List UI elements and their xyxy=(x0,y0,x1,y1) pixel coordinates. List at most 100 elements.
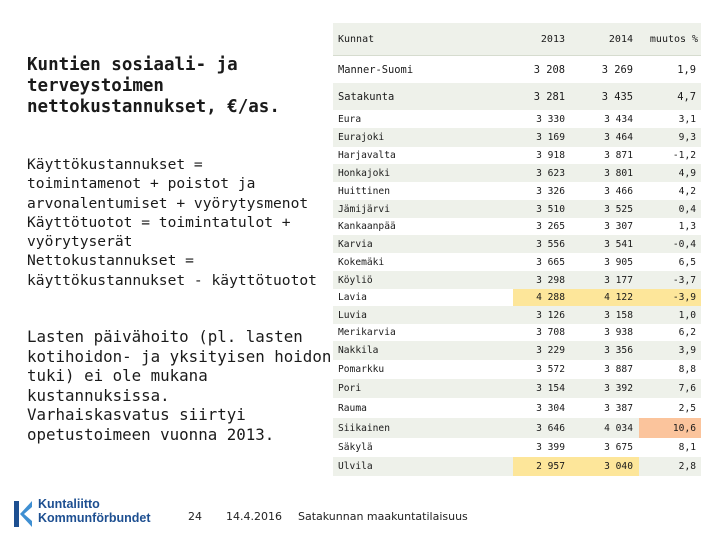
cell-municipality: Eurajoki xyxy=(338,132,385,143)
table-row: Kokemäki 3 665 3 905 6,5 xyxy=(333,253,701,271)
slide-title: Kuntien sosiaali- ja terveystoimen netto… xyxy=(27,55,327,118)
note-line: kotihoidon- ja yksityisen hoidon xyxy=(27,346,332,366)
cell-municipality: Pori xyxy=(338,383,362,394)
definition-line: toimintamenot + poistot ja xyxy=(27,175,256,193)
logo-line2: Kommunförbundet xyxy=(38,511,151,525)
kuntaliitto-logo: Kuntaliitto Kommunförbundet xyxy=(12,497,172,531)
cell-change: -3,7 xyxy=(672,274,696,286)
cell-2014: 3 675 xyxy=(604,442,633,453)
cell-2013: 3 399 xyxy=(536,442,565,453)
table-row: Siikainen 3 646 4 034 10,6 xyxy=(333,418,701,438)
cell-municipality: Säkylä xyxy=(338,442,373,453)
cell-2013: 3 229 xyxy=(536,345,565,356)
cell-2014: 3 356 xyxy=(604,345,633,356)
cell-municipality: Satakunta xyxy=(338,90,395,103)
cell-change: 6,5 xyxy=(678,256,696,268)
cell-2013: 3 298 xyxy=(536,274,565,286)
table-row: Rauma 3 304 3 387 2,5 xyxy=(333,398,701,418)
cell-2013: 3 126 xyxy=(536,309,565,321)
cell-2013: 2 957 xyxy=(513,457,571,476)
cell-2013: 3 665 xyxy=(536,256,565,268)
cell-2013: 4 288 xyxy=(513,289,571,306)
cell-municipality: Siikainen xyxy=(338,422,390,434)
cell-municipality: Harjavalta xyxy=(338,150,396,161)
cell-change: 9,3 xyxy=(678,132,696,143)
logo-line1: Kuntaliitto xyxy=(38,497,100,511)
cell-2014: 3 905 xyxy=(604,256,633,268)
cell-change: 1,0 xyxy=(678,309,696,321)
daycare-note: Lasten päivähoito (pl. lasten kotihoidon… xyxy=(27,327,332,444)
cell-municipality: Karvia xyxy=(338,238,373,250)
cell-2014: 3 541 xyxy=(604,238,633,250)
note-line: opetustoimeen vuonna 2013. xyxy=(27,424,275,444)
cell-municipality: Jämijärvi xyxy=(338,203,390,215)
cell-2014: 3 466 xyxy=(604,185,633,197)
header-change: muutos % xyxy=(649,33,699,45)
logo-text: Kuntaliitto Kommunförbundet xyxy=(38,497,150,525)
definition-line: vyörytyserät xyxy=(27,233,133,251)
cell-2013: 3 330 xyxy=(536,113,565,125)
title-line: terveystoimen xyxy=(27,76,164,96)
definition-line: Nettokustannukset = xyxy=(27,252,194,270)
definition-line: Käyttötuotot = toimintatulot + xyxy=(27,213,291,231)
cell-2014: 3 887 xyxy=(604,364,633,375)
cell-2014: 3 158 xyxy=(604,309,633,321)
cell-municipality: Lavia xyxy=(338,292,367,303)
table-row: Pori 3 154 3 392 7,6 xyxy=(333,379,701,398)
cell-change: 6,2 xyxy=(678,327,696,338)
cell-change: -0,4 xyxy=(672,238,696,250)
cell-change: 8,8 xyxy=(678,364,696,375)
table-header-row: Kunnat 2013 2014 muutos % xyxy=(333,23,701,56)
table-row: Honkajoki 3 623 3 801 4,9 xyxy=(333,164,701,182)
table-row: Manner-Suomi 3 208 3 269 1,9 xyxy=(333,56,701,83)
cell-2014: 3 435 xyxy=(601,90,633,103)
note-line: Varhaiskasvatus siirtyi xyxy=(27,405,246,424)
table-body: Manner-Suomi 3 208 3 269 1,9 Satakunta 3 281 3… xyxy=(333,56,701,476)
cell-municipality: Eura xyxy=(338,113,362,125)
cell-2013: 3 326 xyxy=(536,185,565,197)
cell-2013: 3 510 xyxy=(536,203,565,215)
table-row: Satakunta 3 281 3 435 4,7 xyxy=(333,83,701,110)
cell-2013: 3 208 xyxy=(533,63,565,76)
cell-2013: 3 572 xyxy=(536,364,565,375)
cell-change: 7,6 xyxy=(678,383,696,394)
table-row: Jämijärvi 3 510 3 525 0,4 xyxy=(333,200,701,218)
footer-source: Satakunnan maakuntatilaisuus xyxy=(298,510,468,523)
cell-change: 2,8 xyxy=(678,461,696,472)
cell-municipality: Luvia xyxy=(338,309,367,321)
title-line: Kuntien sosiaali- ja xyxy=(27,55,238,75)
table-row: Merikarvia 3 708 3 938 6,2 xyxy=(333,324,701,341)
table-row: Harjavalta 3 918 3 871 -1,2 xyxy=(333,147,701,164)
cell-2014: 3 938 xyxy=(604,327,633,338)
cell-2014: 3 307 xyxy=(604,221,633,232)
table-row: Huittinen 3 326 3 466 4,2 xyxy=(333,182,701,200)
cell-change: 2,5 xyxy=(678,402,696,414)
cell-2014: 3 525 xyxy=(604,203,633,215)
cell-change: 3,9 xyxy=(678,345,696,356)
title-text: Kuntien sosiaali- ja terveystoimen netto… xyxy=(27,55,327,118)
cell-change: 8,1 xyxy=(678,442,696,453)
cell-change: 0,4 xyxy=(678,203,696,215)
title-line: nettokustannukset, €/as. xyxy=(27,97,280,117)
header-municipalities: Kunnat xyxy=(338,33,375,45)
definition-line: käyttökustannukset - käyttötuotot xyxy=(27,271,317,289)
definition-line: Käyttökustannukset = xyxy=(27,156,203,173)
cell-2013: 3 623 xyxy=(536,167,565,179)
table-row: Säkylä 3 399 3 675 8,1 xyxy=(333,438,701,457)
cell-2013: 3 556 xyxy=(536,238,565,250)
table-row: Nakkila 3 229 3 356 3,9 xyxy=(333,341,701,360)
cell-2014: 4 034 xyxy=(604,422,633,434)
table-row: Pomarkku 3 572 3 887 8,8 xyxy=(333,360,701,379)
cell-change: 1,3 xyxy=(678,221,696,232)
cell-municipality: Nakkila xyxy=(338,345,379,356)
definition-line: arvonalentumiset + vyörytysmenot xyxy=(27,194,309,212)
cell-2013: 3 708 xyxy=(536,327,565,338)
table-row: Eura 3 330 3 434 3,1 xyxy=(333,110,701,128)
cell-municipality: Kokemäki xyxy=(338,256,385,268)
cell-2014: 3 387 xyxy=(604,402,633,414)
table-row: Luvia 3 126 3 158 1,0 xyxy=(333,306,701,324)
cell-2013: 3 646 xyxy=(536,422,565,434)
page-number: 24 xyxy=(188,510,202,523)
note-line: Lasten päivähoito (pl. lasten xyxy=(27,327,303,346)
cell-change: 4,2 xyxy=(678,185,696,197)
